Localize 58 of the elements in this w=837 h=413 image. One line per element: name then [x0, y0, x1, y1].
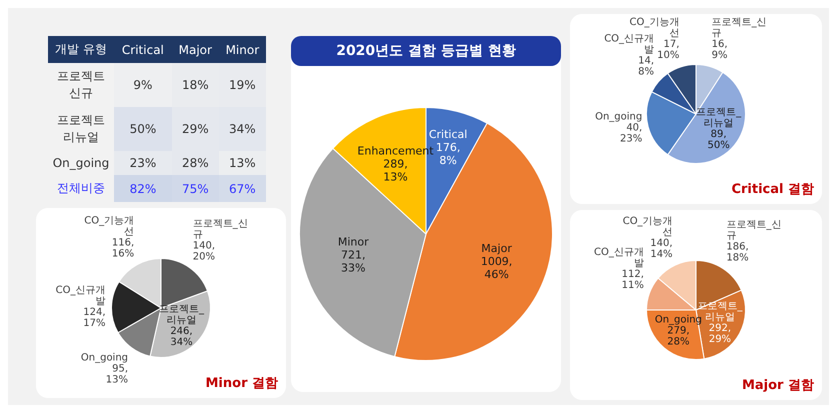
data-label: 67%: [218, 175, 266, 202]
data-label: 112, 11%: [622, 269, 644, 292]
text: Critical 결함: [731, 181, 814, 198]
data-label: 116, 16%: [112, 238, 134, 260]
x-tick-label: Minor: [224, 42, 260, 58]
data-label: 13%: [218, 151, 266, 175]
data-label: 246, 34%: [170, 326, 193, 348]
slice-label: 프로젝트_신규: [192, 218, 248, 241]
slice-label: Critical: [428, 128, 468, 142]
data-label: 279, 28%: [667, 325, 690, 348]
data-label: 34%: [218, 107, 266, 151]
data-label: 140, 20%: [192, 240, 216, 263]
slice-label: CO_기능개선: [84, 216, 134, 238]
data-label: 9%: [114, 63, 172, 107]
data-label: 18%: [172, 63, 219, 107]
slice-label: 프로젝트_리뉴얼: [696, 107, 742, 130]
y-axis-title: 개발 유형: [54, 41, 108, 58]
slice-label: On_going: [595, 111, 642, 122]
data-label: 82%: [114, 175, 172, 202]
y-tick-label: 프로젝트 리뉴얼: [56, 112, 106, 146]
x-tick-label: Critical: [120, 42, 165, 58]
data-label: 40, 23%: [620, 122, 642, 144]
data-label: 17, 10%: [657, 39, 680, 62]
slice-label: Major: [481, 242, 512, 255]
slice-label: CO_기능개선: [622, 216, 673, 238]
data-label: 23%: [114, 151, 172, 175]
data-label: 186, 18%: [726, 242, 749, 264]
data-label: 29%: [172, 107, 219, 151]
y-tick-label: 프로젝트 신규: [56, 68, 106, 102]
data-label: 16, 9%: [712, 38, 728, 61]
slice-label: CO_신규개발: [604, 34, 654, 56]
y-tick-label: 전체비중: [56, 180, 106, 197]
x-tick-label: Major: [178, 42, 213, 58]
text: Major 결함: [742, 377, 814, 394]
data-label: 140, 14%: [650, 238, 673, 260]
data-label: 292, 29%: [708, 323, 732, 346]
slice-label: 프로젝트_신규: [712, 16, 767, 39]
text: Minor 결함: [205, 375, 278, 392]
data-label: 1009, 46%: [480, 254, 512, 281]
data-label: 14, 8%: [638, 56, 654, 78]
data-label: 289, 13%: [383, 157, 408, 184]
slice-label: Minor: [338, 235, 370, 248]
data-label: 176, 8%: [436, 141, 460, 168]
data-label: 50%: [114, 107, 172, 151]
y-tick-label: On_going: [52, 155, 110, 172]
slice-label: CO_신규개발: [594, 247, 644, 270]
slice-label: 프로젝트_신규: [726, 220, 782, 242]
chart-title: 2020년도 결함 등급별 현황: [291, 36, 561, 66]
data-label: 95, 13%: [106, 364, 128, 386]
data-label: 124, 17%: [83, 307, 106, 330]
data-label: 28%: [172, 151, 219, 175]
data-label: 75%: [172, 175, 219, 202]
slice-label: On_going: [80, 352, 128, 364]
data-label: 89, 50%: [708, 129, 730, 152]
data-label: 19%: [218, 63, 266, 107]
data-label: 721, 33%: [340, 248, 366, 274]
slice-label: 프로젝트_리뉴얼: [158, 304, 205, 326]
slice-label: CO_신규개발: [56, 285, 106, 308]
